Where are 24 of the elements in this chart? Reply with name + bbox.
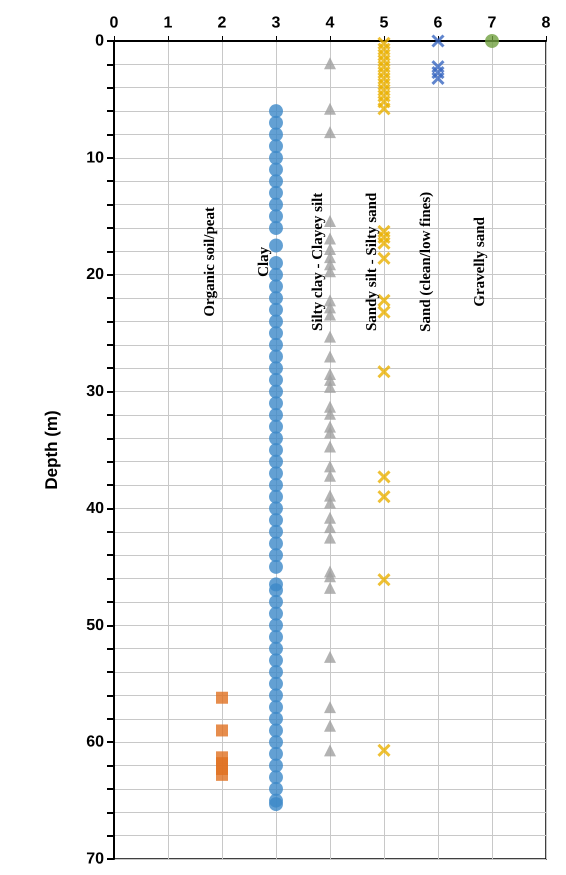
x-tick-label: 7	[488, 14, 497, 32]
x-tick-label: 6	[434, 14, 443, 32]
y-tick-label: 0	[95, 32, 104, 50]
y-tick-label: 40	[86, 500, 104, 517]
x-tick-label: 4	[326, 14, 335, 32]
annotation: Sand (clean/low fines)	[418, 192, 434, 332]
y-tick-label: 20	[86, 266, 104, 284]
y-tick-label: 70	[86, 850, 104, 868]
x-tick-label: 3	[272, 14, 281, 32]
y-tick-label: 50	[86, 616, 104, 634]
y-tick-label: 10	[86, 149, 104, 166]
annotation: Gravelly sand	[472, 216, 488, 307]
annotation: Sandy silt - Silty sand	[364, 192, 380, 332]
x-tick-label: 0	[110, 14, 119, 32]
y-axis-title: Depth (m)	[42, 410, 61, 490]
x-tick-label: 2	[218, 14, 227, 32]
annotation: Silty clay - Clayey silt	[310, 192, 326, 332]
x-tick-label: 5	[380, 14, 389, 32]
x-tick-label: 1	[164, 14, 173, 32]
annotation: Clay	[256, 246, 272, 277]
annotation: Organic soil/peat	[202, 207, 218, 317]
y-tick-label: 60	[86, 734, 104, 751]
x-tick-label: 8	[542, 14, 551, 32]
y-tick-label: 30	[86, 383, 104, 400]
